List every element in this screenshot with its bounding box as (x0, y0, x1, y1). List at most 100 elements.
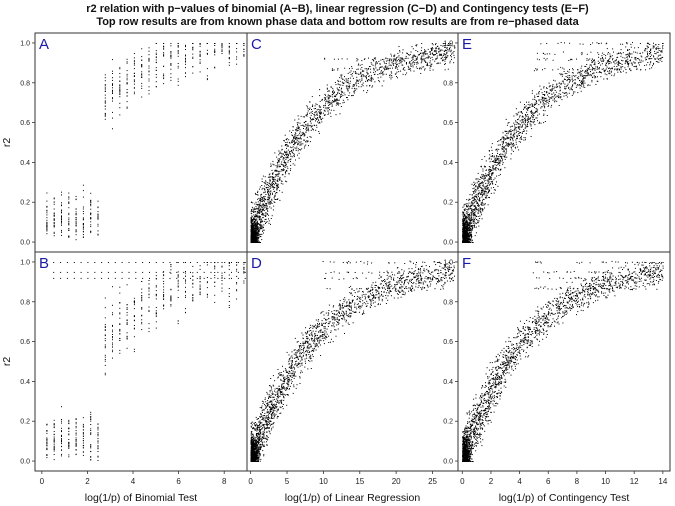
data-point (576, 77, 578, 79)
data-point (628, 64, 629, 66)
data-point (133, 57, 135, 59)
data-point (497, 162, 499, 164)
data-point (133, 73, 135, 74)
data-point (498, 162, 499, 164)
data-point (484, 192, 486, 194)
data-point (542, 109, 544, 111)
data-point (261, 198, 263, 200)
data-point (585, 70, 586, 72)
data-point (625, 54, 627, 56)
data-point (474, 205, 476, 206)
data-point (646, 51, 648, 53)
data-point (46, 210, 48, 212)
data-point (417, 61, 418, 63)
data-point (331, 104, 333, 106)
data-point (411, 60, 413, 62)
data-point (279, 190, 281, 192)
data-point (90, 208, 92, 210)
data-point (568, 92, 570, 94)
data-point (472, 242, 474, 243)
data-point (642, 60, 644, 62)
data-point (289, 150, 291, 152)
data-point (337, 68, 339, 70)
data-point (649, 50, 650, 52)
data-point (288, 142, 290, 143)
data-point (430, 63, 432, 65)
data-point (653, 62, 655, 64)
data-point (263, 229, 265, 231)
data-point (509, 143, 511, 145)
data-point (473, 184, 475, 186)
data-point (471, 235, 473, 237)
data-point (488, 196, 490, 198)
data-point (285, 156, 287, 158)
data-point (519, 124, 521, 126)
data-point (294, 147, 296, 149)
data-point (259, 204, 261, 206)
data-point (148, 50, 150, 52)
data-point (340, 88, 342, 90)
data-point (347, 99, 349, 101)
data-point (653, 63, 654, 65)
data-point (600, 59, 602, 61)
data-point (580, 85, 582, 87)
data-point (469, 219, 470, 221)
data-point (316, 114, 318, 116)
data-point (141, 66, 143, 68)
data-point (285, 162, 287, 164)
data-point (538, 123, 540, 124)
data-point (297, 129, 299, 131)
data-point (126, 101, 128, 103)
data-point (618, 62, 620, 64)
data-point (474, 208, 476, 210)
data-point (580, 72, 582, 74)
data-point (170, 64, 172, 66)
data-point (504, 152, 506, 154)
data-point (380, 70, 382, 72)
data-point (268, 182, 270, 184)
data-point (593, 75, 595, 77)
data-point (529, 121, 531, 123)
data-point (498, 162, 500, 164)
data-point (199, 56, 201, 57)
data-point (427, 65, 429, 67)
data-point (379, 73, 381, 75)
data-point (381, 66, 383, 68)
data-point (488, 170, 490, 172)
data-point (112, 89, 113, 91)
data-point (141, 87, 143, 89)
data-point (373, 71, 375, 73)
data-point (320, 111, 322, 113)
data-point (632, 64, 633, 66)
data-point (480, 208, 482, 210)
data-point (543, 94, 545, 95)
data-point (482, 182, 484, 184)
data-point (263, 199, 265, 201)
data-point (389, 58, 391, 60)
data-point (294, 142, 296, 144)
data-point (421, 58, 423, 60)
data-point (333, 100, 335, 102)
data-point (485, 175, 487, 177)
data-point (589, 64, 591, 66)
data-point (251, 223, 253, 225)
data-point (474, 224, 476, 226)
data-point (257, 223, 259, 225)
data-point (567, 70, 569, 72)
data-point (500, 169, 501, 171)
data-point (313, 114, 315, 116)
data-point (427, 48, 429, 50)
data-point (450, 49, 452, 51)
data-point (301, 148, 303, 150)
data-point (391, 72, 393, 74)
data-point (513, 145, 514, 147)
data-point (603, 70, 605, 72)
data-point (498, 158, 500, 160)
data-point (305, 120, 307, 122)
data-point (488, 174, 490, 176)
data-point (261, 228, 263, 230)
data-point (518, 123, 520, 125)
data-point (560, 82, 562, 84)
data-point (263, 215, 265, 217)
data-point (228, 58, 230, 60)
